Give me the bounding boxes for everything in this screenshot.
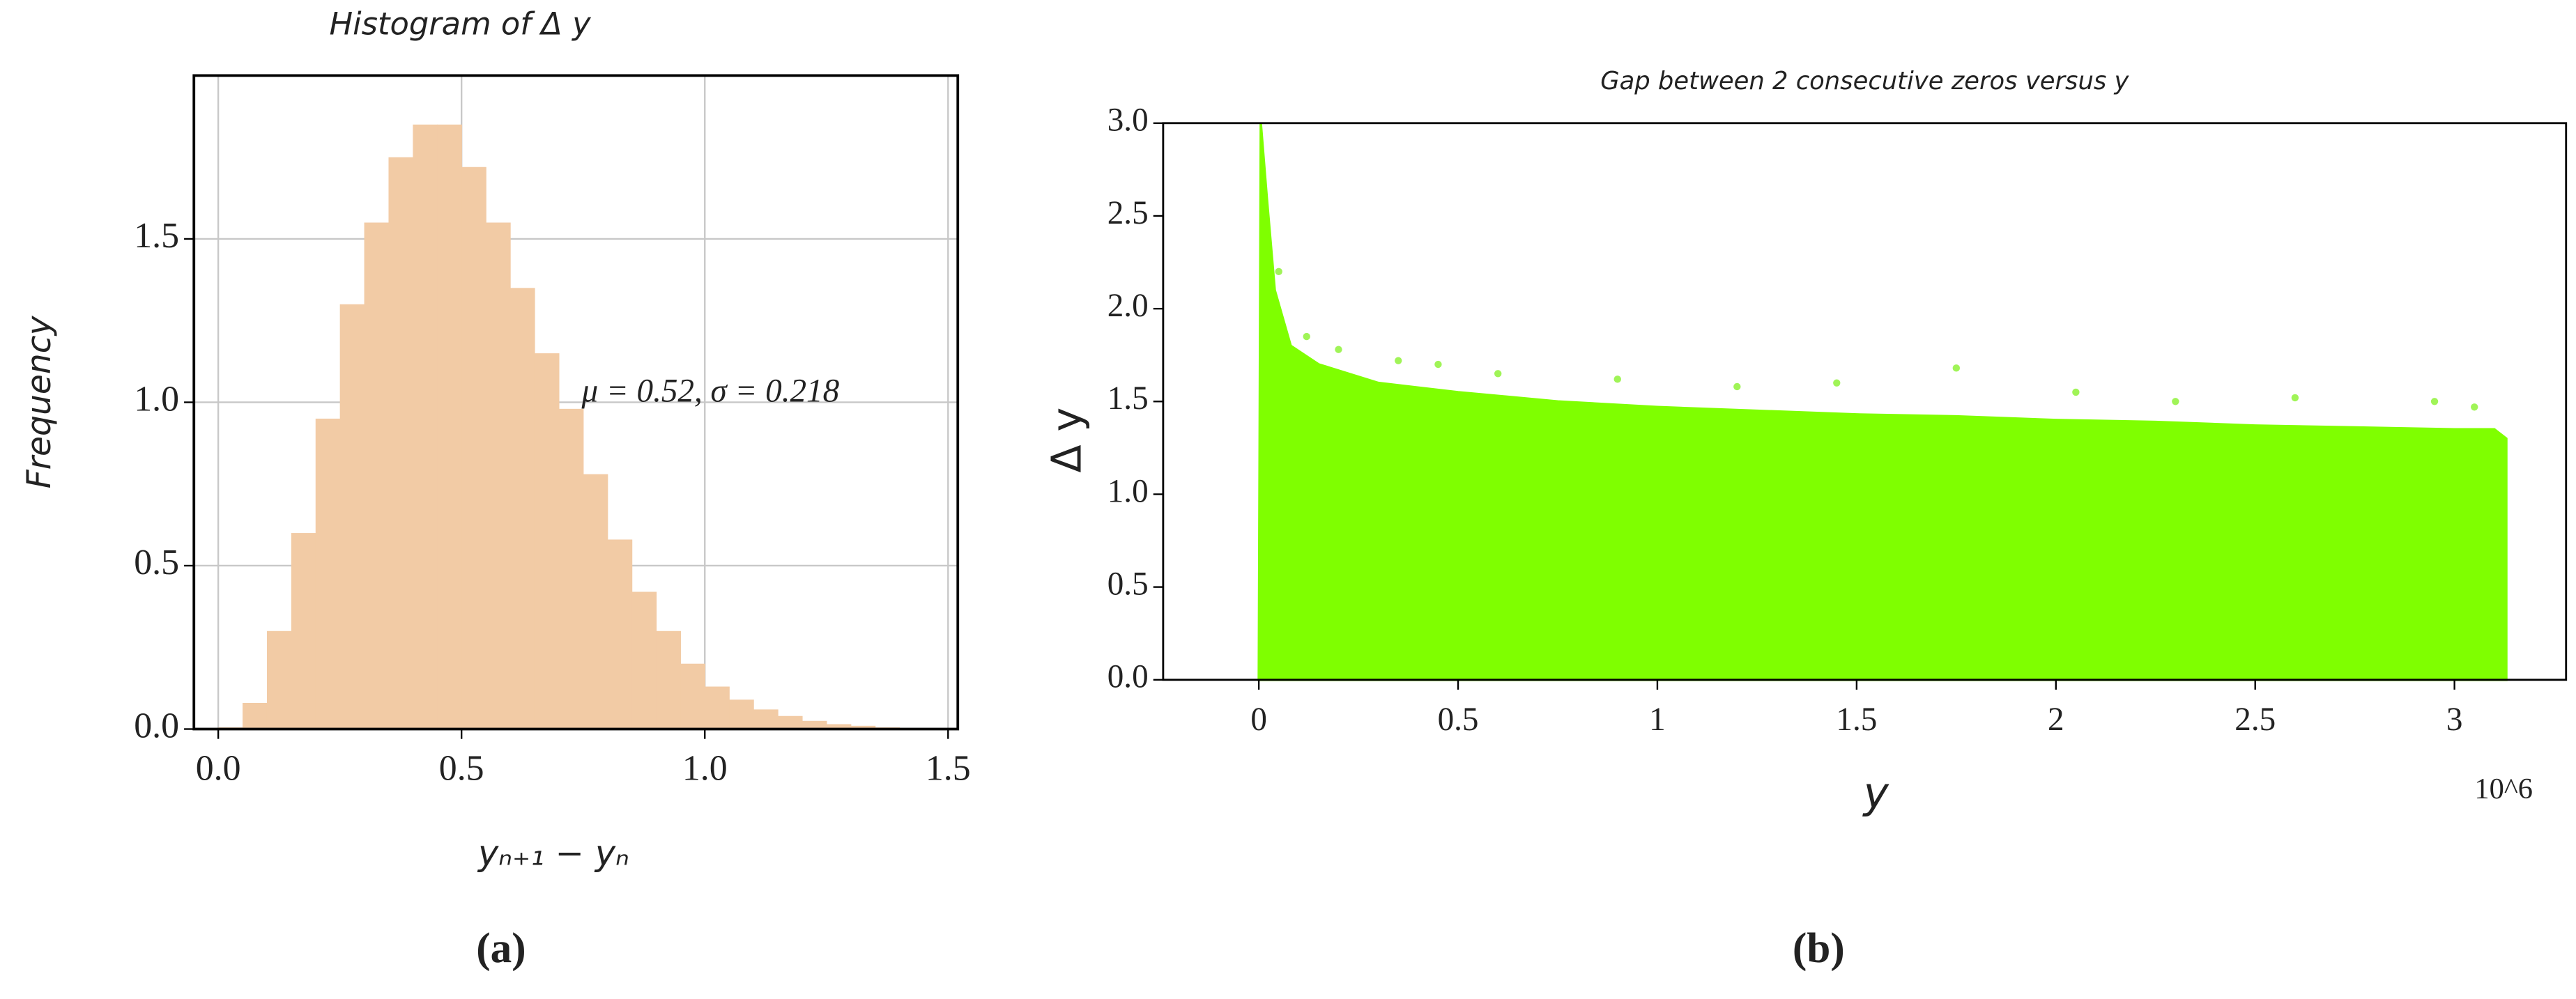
scatter-point xyxy=(1434,360,1442,369)
x-tick-label: 0 xyxy=(1250,702,1267,738)
scatter-point xyxy=(1733,382,1741,391)
y-tick-label: 3.0 xyxy=(1107,102,1149,139)
x-axis-label: yₙ₊₁ − yₙ xyxy=(477,832,629,873)
scatter-point xyxy=(1303,332,1310,341)
chart-title: Histogram of Δ y xyxy=(329,6,591,42)
y-axis-label: Frequency xyxy=(20,315,59,488)
histogram-bar xyxy=(705,686,730,729)
histogram-bar xyxy=(656,630,682,729)
y-axis-label: Δ y xyxy=(1043,408,1091,473)
histogram-bar xyxy=(680,663,705,729)
y-tick-label: 1.5 xyxy=(134,216,179,256)
histogram-bar xyxy=(509,288,535,729)
panel-caption: (b) xyxy=(1793,924,1845,972)
scatter-point xyxy=(1952,364,1961,372)
y-tick-label: 0.5 xyxy=(1107,566,1149,602)
scatter-cloud xyxy=(1257,123,2508,681)
scatter-point xyxy=(2172,398,2179,405)
scatter-point xyxy=(1613,375,1621,383)
scatter-point xyxy=(1395,357,1402,364)
histogram-bar xyxy=(339,304,365,729)
histogram-bar xyxy=(315,418,341,729)
x-tick-label: 0.5 xyxy=(1438,702,1479,738)
histogram-bar xyxy=(413,124,438,729)
scatter-point xyxy=(1833,379,1841,387)
y-tick-label: 0.0 xyxy=(134,706,179,745)
histogram-bar xyxy=(753,709,779,729)
histogram-bar xyxy=(631,591,657,729)
scatter-point xyxy=(2291,394,2299,402)
histogram-bar xyxy=(461,166,486,729)
y-tick-label: 0.0 xyxy=(1107,659,1149,695)
x-tick-label: 1.0 xyxy=(682,749,728,789)
histogram-bar xyxy=(777,715,803,729)
histogram-bar xyxy=(802,720,827,729)
panel-caption: (a) xyxy=(476,924,526,972)
x-tick-label: 3 xyxy=(2446,702,2463,738)
y-tick-label: 2.5 xyxy=(1107,195,1149,231)
scatter-point xyxy=(1494,370,1502,378)
histogram-bar xyxy=(534,353,560,729)
histogram-bar xyxy=(388,157,414,729)
histogram-bar xyxy=(364,222,390,729)
y-tick-label: 1.0 xyxy=(134,379,179,419)
y-tick-label: 1.5 xyxy=(1107,380,1149,417)
x-axis-label: y xyxy=(1862,769,1889,819)
x-tick-label: 0.5 xyxy=(439,749,484,789)
x-tick-label: 1.5 xyxy=(926,749,971,789)
scatter-point xyxy=(1275,268,1282,276)
histogram-bar xyxy=(558,408,584,729)
histogram-bar xyxy=(607,539,633,729)
scatter-point xyxy=(2430,398,2439,405)
histogram-bar xyxy=(437,124,462,729)
histogram-bar xyxy=(850,725,876,729)
histogram-bar xyxy=(266,630,292,729)
annotation: μ = 0.52, σ = 0.218 xyxy=(581,373,839,409)
x-tick-label: 1 xyxy=(1649,702,1666,738)
x-tick-label: 1.5 xyxy=(1836,702,1877,738)
x-tick-label: 2 xyxy=(2048,702,2064,738)
histogram-bar xyxy=(486,222,511,729)
chart-title: Gap between 2 consecutive zeros versus y xyxy=(1600,67,2129,95)
scatter-point xyxy=(1335,346,1342,353)
y-tick-label: 2.0 xyxy=(1107,288,1149,324)
scatter-point xyxy=(2072,388,2080,396)
histogram-bar xyxy=(583,474,608,729)
histogram-bar xyxy=(291,533,316,729)
histogram-bar xyxy=(729,699,754,729)
x-tick-label: 0.0 xyxy=(196,749,241,789)
histogram-bar xyxy=(243,702,268,729)
scatter-point xyxy=(2471,403,2478,411)
x-offset-label: 10^6 xyxy=(2474,773,2533,805)
histogram-bar xyxy=(826,724,852,729)
x-tick-label: 2.5 xyxy=(2234,702,2276,738)
y-tick-label: 1.0 xyxy=(1107,473,1149,509)
y-tick-label: 0.5 xyxy=(134,543,179,582)
